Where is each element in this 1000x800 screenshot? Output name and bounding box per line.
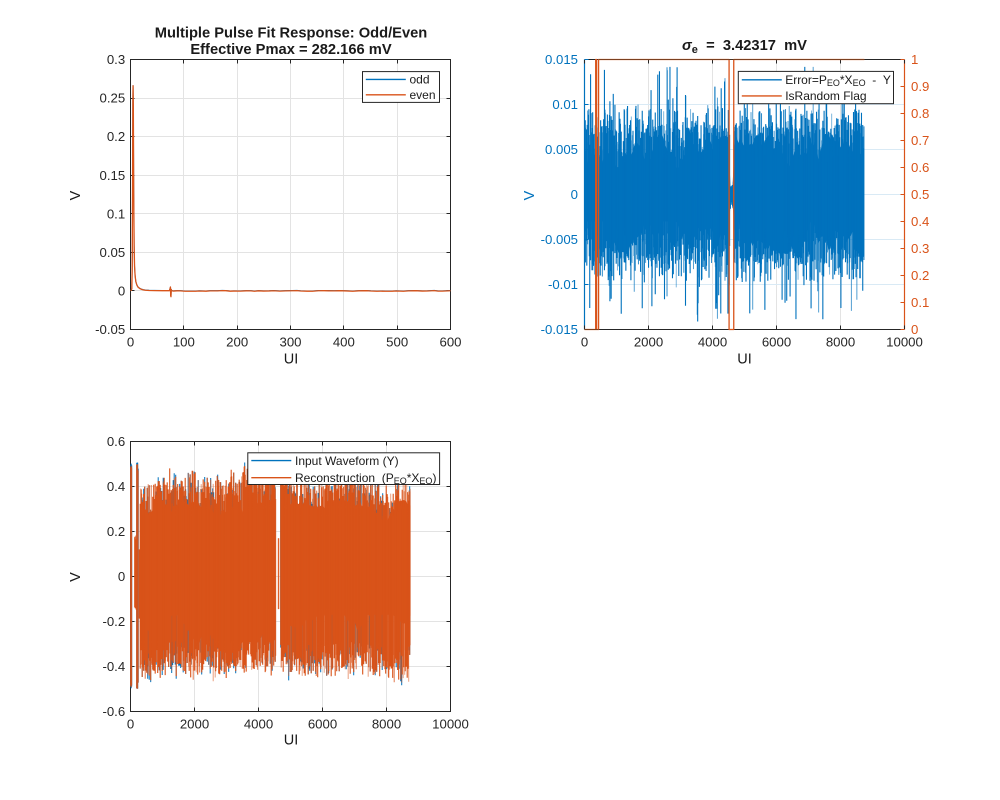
svg-text:6000: 6000 [762,335,791,350]
svg-text:0.1: 0.1 [911,295,929,310]
svg-text:200: 200 [226,335,248,350]
svg-text:V: V [68,190,84,200]
svg-text:0.6: 0.6 [911,160,929,175]
svg-text:0.9: 0.9 [911,79,929,94]
svg-text:0.3: 0.3 [911,241,929,256]
svg-text:0.15: 0.15 [100,168,126,183]
svg-text:Multiple Pulse Fit Response: O: Multiple Pulse Fit Response: Odd/Even [155,25,428,41]
svg-text:2000: 2000 [634,335,663,350]
svg-text:2000: 2000 [180,716,209,731]
svg-text:-0.005: -0.005 [541,232,578,247]
svg-text:6000: 6000 [308,716,337,731]
svg-text:10000: 10000 [886,335,923,350]
svg-text:0.05: 0.05 [100,245,126,260]
svg-text:0.005: 0.005 [545,142,578,157]
svg-text:0.4: 0.4 [911,214,929,229]
svg-text:σe = 3.42317 mV: σe = 3.42317 mV [682,38,807,56]
svg-text:500: 500 [386,335,408,350]
svg-text:UI: UI [737,352,752,368]
svg-text:600: 600 [439,335,461,350]
svg-text:1: 1 [911,52,918,67]
svg-text:V: V [68,572,84,582]
svg-text:UI: UI [284,733,299,749]
svg-text:0.25: 0.25 [100,91,126,106]
svg-text:0.7: 0.7 [911,133,929,148]
svg-text:even: even [410,88,436,102]
svg-text:0.2: 0.2 [911,268,929,283]
svg-text:-0.6: -0.6 [102,704,125,719]
svg-text:0: 0 [127,716,134,731]
svg-text:0: 0 [118,284,125,299]
svg-text:-0.01: -0.01 [548,277,578,292]
svg-text:400: 400 [333,335,355,350]
svg-text:100: 100 [173,335,195,350]
svg-text:0.5: 0.5 [911,187,929,202]
svg-text:0.4: 0.4 [107,479,125,494]
svg-text:0.3: 0.3 [107,52,125,67]
svg-text:IsRandom Flag: IsRandom Flag [785,89,866,103]
svg-text:0.2: 0.2 [107,524,125,539]
svg-text:300: 300 [279,335,301,350]
svg-text:0: 0 [118,569,125,584]
svg-text:-0.4: -0.4 [102,659,125,674]
svg-text:10000: 10000 [432,716,469,731]
svg-text:odd: odd [410,73,430,87]
svg-text:4000: 4000 [698,335,727,350]
svg-text:0.01: 0.01 [552,97,578,112]
svg-text:0.2: 0.2 [107,129,125,144]
svg-text:0: 0 [581,335,588,350]
svg-text:-0.05: -0.05 [95,322,125,337]
svg-text:-0.2: -0.2 [102,614,125,629]
svg-text:0.8: 0.8 [911,106,929,121]
svg-text:0.6: 0.6 [107,434,125,449]
svg-text:0: 0 [571,187,578,202]
svg-text:-0.015: -0.015 [541,322,578,337]
svg-text:0: 0 [911,322,918,337]
svg-text:8000: 8000 [372,716,401,731]
svg-text:0.015: 0.015 [545,52,578,67]
svg-text:Reconstruction (PEO*XEO): Reconstruction (PEO*XEO) [295,471,436,486]
svg-text:0.1: 0.1 [107,206,125,221]
svg-text:Input Waveform (Y): Input Waveform (Y) [295,454,399,468]
svg-text:UI: UI [284,352,299,368]
svg-text:Effective Pmax = 282.166 mV: Effective Pmax = 282.166 mV [190,42,391,58]
svg-text:8000: 8000 [826,335,855,350]
svg-text:0: 0 [127,335,134,350]
svg-text:V: V [522,190,538,200]
svg-text:4000: 4000 [244,716,273,731]
